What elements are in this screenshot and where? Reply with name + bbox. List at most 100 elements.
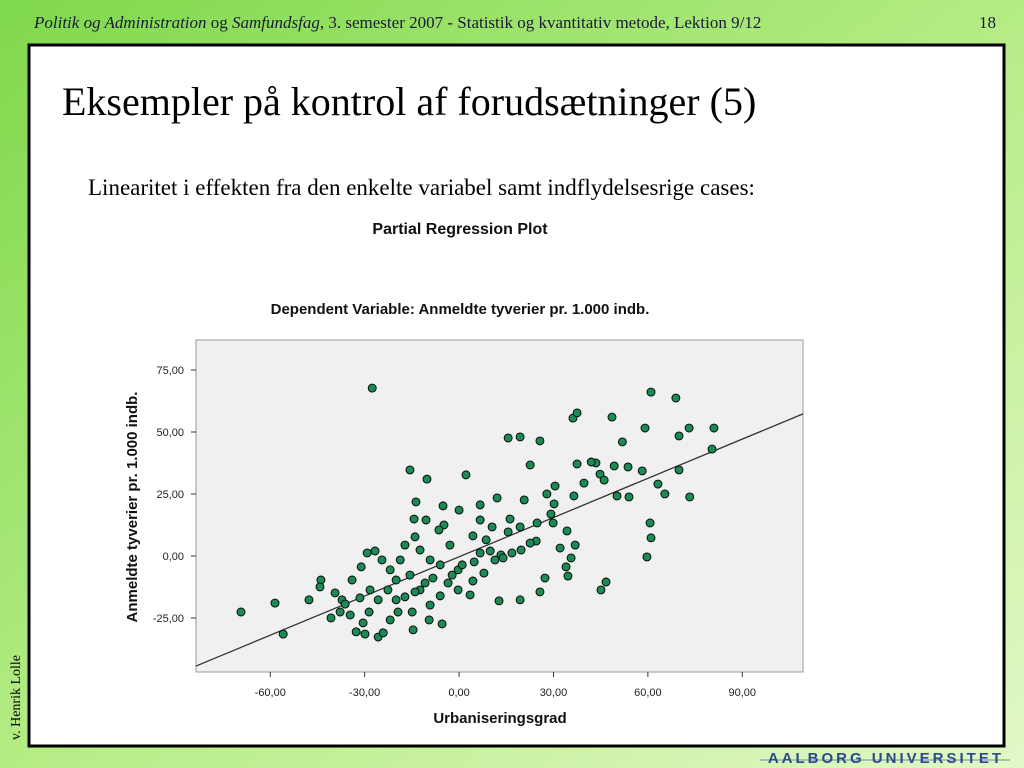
point bbox=[617, 437, 627, 447]
point bbox=[411, 497, 421, 507]
point bbox=[385, 565, 395, 575]
point bbox=[595, 469, 605, 479]
point bbox=[562, 526, 572, 536]
point bbox=[422, 474, 432, 484]
y-tick-label: 0,00 bbox=[163, 551, 184, 563]
point bbox=[335, 607, 345, 617]
point bbox=[640, 423, 650, 433]
point bbox=[377, 555, 387, 565]
point bbox=[609, 461, 619, 471]
x-tick-label: 0,00 bbox=[448, 687, 469, 699]
point bbox=[391, 575, 401, 585]
point bbox=[236, 607, 246, 617]
point bbox=[492, 493, 502, 503]
header-part: , 3. semester 2007 - Statistik og kvanti… bbox=[320, 13, 761, 32]
point bbox=[612, 491, 622, 501]
point bbox=[475, 515, 485, 525]
point bbox=[469, 557, 479, 567]
point bbox=[395, 555, 405, 565]
point bbox=[507, 548, 517, 558]
point bbox=[270, 598, 280, 608]
point bbox=[347, 575, 357, 585]
point bbox=[405, 465, 415, 475]
point bbox=[563, 571, 573, 581]
point bbox=[674, 431, 684, 441]
y-tick-label: 75,00 bbox=[156, 365, 184, 377]
chart-subtitle: Dependent Variable: Anmeldte tyverier pr… bbox=[271, 301, 650, 318]
x-tick-label: 60,00 bbox=[634, 687, 662, 699]
header-part: Samfundsfag bbox=[232, 13, 320, 32]
y-tick-label: 25,00 bbox=[156, 489, 184, 501]
point bbox=[461, 470, 471, 480]
point bbox=[454, 505, 464, 515]
point bbox=[362, 548, 372, 558]
point bbox=[475, 548, 485, 558]
point bbox=[515, 522, 525, 532]
point bbox=[542, 489, 552, 499]
point bbox=[330, 588, 340, 598]
point bbox=[685, 492, 695, 502]
point bbox=[351, 627, 361, 637]
point bbox=[435, 591, 445, 601]
point bbox=[408, 625, 418, 635]
point bbox=[345, 610, 355, 620]
point bbox=[479, 568, 489, 578]
point bbox=[425, 600, 435, 610]
point bbox=[535, 587, 545, 597]
point bbox=[709, 423, 719, 433]
point bbox=[435, 560, 445, 570]
page-number: 18 bbox=[979, 13, 996, 32]
point bbox=[540, 573, 550, 583]
logo: AALBORG UNIVERSITET bbox=[768, 750, 1004, 767]
x-tick-label: 30,00 bbox=[540, 687, 568, 699]
point bbox=[410, 532, 420, 542]
author: v. Henrik Lolle bbox=[9, 655, 24, 740]
point bbox=[607, 412, 617, 422]
point bbox=[572, 408, 582, 418]
point bbox=[642, 552, 652, 562]
y-tick-label: -25,00 bbox=[153, 613, 184, 625]
point bbox=[579, 478, 589, 488]
point bbox=[599, 475, 609, 485]
point bbox=[358, 618, 368, 628]
point bbox=[515, 595, 525, 605]
point bbox=[370, 546, 380, 556]
point bbox=[373, 595, 383, 605]
fit-line bbox=[195, 413, 804, 667]
point bbox=[519, 495, 529, 505]
point bbox=[674, 465, 684, 475]
point bbox=[365, 585, 375, 595]
point bbox=[364, 607, 374, 617]
plot-area bbox=[195, 339, 804, 673]
slide-title: Eksempler på kontrol af forudsætninger (… bbox=[62, 79, 756, 124]
point bbox=[278, 629, 288, 639]
point bbox=[385, 615, 395, 625]
point bbox=[391, 595, 401, 605]
point bbox=[525, 538, 535, 548]
point bbox=[410, 587, 420, 597]
point bbox=[400, 540, 410, 550]
point bbox=[367, 383, 377, 393]
point bbox=[646, 387, 656, 397]
y-tick-label: 50,00 bbox=[156, 427, 184, 439]
point bbox=[485, 546, 495, 556]
point bbox=[569, 491, 579, 501]
point bbox=[424, 615, 434, 625]
point bbox=[407, 607, 417, 617]
header-part: og bbox=[207, 13, 233, 32]
point bbox=[516, 545, 526, 555]
point bbox=[498, 553, 508, 563]
header: Politik og Administration og Samfundsfag… bbox=[33, 13, 761, 32]
y-axis-label: Anmeldte tyverier pr. 1.000 indb. bbox=[124, 392, 141, 623]
chart: Partial Regression Plot Dependent Variab… bbox=[124, 221, 804, 727]
point bbox=[465, 590, 475, 600]
point bbox=[443, 578, 453, 588]
point bbox=[532, 518, 542, 528]
point bbox=[572, 459, 582, 469]
point bbox=[525, 460, 535, 470]
point bbox=[326, 613, 336, 623]
chart-title: Partial Regression Plot bbox=[372, 221, 548, 238]
point bbox=[481, 535, 491, 545]
point bbox=[503, 527, 513, 537]
